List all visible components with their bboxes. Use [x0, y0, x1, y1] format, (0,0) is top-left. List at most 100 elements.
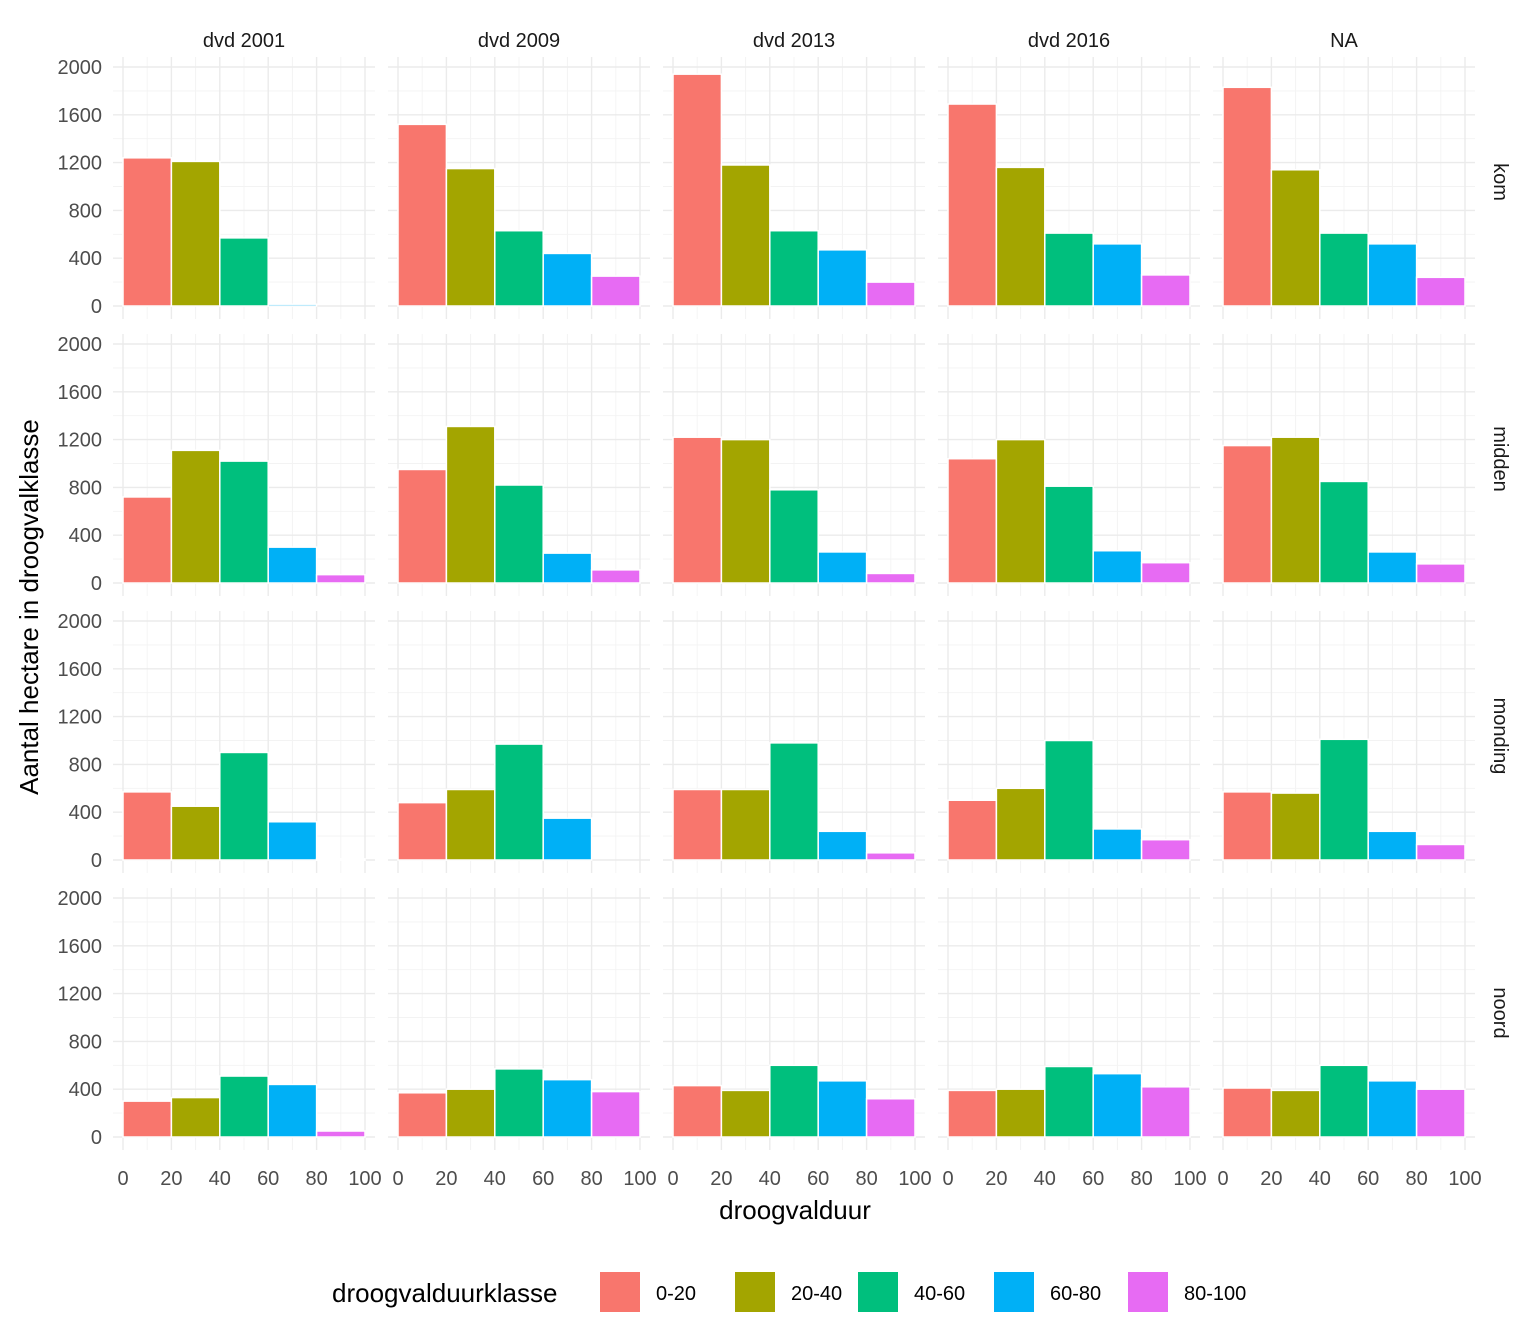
bar-midden-dvd-2013-60-80	[817, 551, 868, 584]
bar-noord-dvd-2009-20-40	[445, 1088, 496, 1138]
x-tick-label: 40	[759, 1168, 781, 1190]
bar-monding-dvd-2009-40-60	[494, 743, 544, 861]
y-tick-label: 1600	[58, 105, 103, 127]
legend-swatch	[858, 1272, 898, 1312]
bar-kom-dvd-2009-0-20	[397, 123, 448, 307]
bar-noord-dvd-2013-80-100	[865, 1098, 916, 1138]
bar-midden-na-80-100	[1415, 563, 1466, 584]
bar-monding-na-0-20	[1222, 791, 1273, 861]
x-tick-label: 20	[435, 1168, 457, 1190]
bar-midden-na-60-80	[1367, 551, 1418, 584]
bar-noord-dvd-2016-80-100	[1140, 1086, 1191, 1138]
y-tick-label: 800	[69, 477, 102, 499]
bar-midden-dvd-2001-40-60	[219, 460, 269, 584]
legend: droogvalduurklasse 0-20 20-40 40-60 60-80 80…	[332, 1272, 1246, 1312]
bar-monding-dvd-2013-20-40	[720, 788, 771, 861]
panel-monding-dvd-2016	[938, 611, 1200, 873]
panel-monding-dvd-2009	[388, 611, 650, 873]
bar-noord-dvd-2013-20-40	[720, 1089, 771, 1138]
x-tick-label: 20	[985, 1168, 1007, 1190]
column-strip-dvd-2016: dvd 2016	[1028, 30, 1110, 52]
legend-swatch	[735, 1272, 775, 1312]
legend-swatch	[600, 1272, 640, 1312]
bar-monding-na-60-80	[1367, 830, 1418, 861]
bar-noord-dvd-2016-0-20	[947, 1089, 998, 1138]
bar-noord-na-60-80	[1367, 1080, 1418, 1138]
y-tick-label: 1200	[58, 430, 103, 452]
bar-monding-dvd-2016-20-40	[995, 787, 1046, 861]
bar-monding-dvd-2016-0-20	[947, 799, 998, 861]
y-tick-label: 400	[69, 525, 102, 547]
y-tick-label: 1600	[58, 382, 103, 404]
legend-label: 40-60	[914, 1283, 965, 1305]
bar-kom-dvd-2013-40-60	[769, 229, 819, 307]
x-tick-label: 100	[1448, 1168, 1481, 1190]
bar-monding-dvd-2001-80-100	[315, 858, 366, 862]
y-tick-label: 400	[69, 802, 102, 824]
y-tick-label: 400	[69, 1079, 102, 1101]
y-tick-label: 2000	[58, 611, 103, 633]
bar-kom-dvd-2009-20-40	[445, 167, 496, 307]
facet-panels: 0 400 800 1200 1600 2000 0 400 800 1200 1600 2000 0 4…	[58, 57, 1475, 1150]
column-strip-dvd-2013: dvd 2013	[753, 30, 835, 52]
panel-kom-dvd-2009	[388, 57, 650, 319]
bar-midden-dvd-2016-0-20	[947, 457, 998, 584]
row-strip-noord: noord	[1489, 987, 1511, 1038]
bar-kom-dvd-2001-40-60	[219, 237, 269, 307]
bar-kom-dvd-2016-60-80	[1092, 243, 1143, 307]
legend-item-40-60: 40-60	[858, 1272, 965, 1312]
bar-monding-dvd-2001-20-40	[170, 805, 221, 861]
legend-label: 0-20	[656, 1283, 696, 1305]
legend-label: 60-80	[1050, 1283, 1101, 1305]
bar-monding-dvd-2001-60-80	[267, 821, 318, 861]
legend-item-60-80: 60-80	[994, 1272, 1101, 1312]
bar-monding-dvd-2013-60-80	[817, 830, 868, 861]
y-tick-label: 1200	[58, 984, 103, 1006]
x-tick-label: 80	[1405, 1168, 1427, 1190]
bar-noord-dvd-2009-40-60	[494, 1068, 544, 1138]
y-tick-label: 0	[91, 1127, 102, 1149]
x-tick-label: 0	[942, 1168, 953, 1190]
bar-midden-dvd-2013-80-100	[865, 572, 916, 584]
bar-monding-dvd-2013-40-60	[769, 742, 819, 861]
x-tick-label: 80	[580, 1168, 602, 1190]
bar-midden-dvd-2016-60-80	[1092, 549, 1143, 584]
bar-midden-na-0-20	[1222, 444, 1273, 584]
bar-noord-na-40-60	[1319, 1064, 1369, 1138]
panel-monding-dvd-2001: 0 400 800 1200 1600 2000	[58, 611, 375, 873]
panel-midden-na	[1213, 334, 1475, 596]
bar-noord-dvd-2009-60-80	[542, 1078, 593, 1138]
bar-midden-dvd-2016-80-100	[1140, 561, 1191, 584]
row-strip-kom: kom	[1489, 163, 1511, 201]
panel-noord-dvd-2009	[388, 888, 650, 1150]
x-tick-label: 80	[855, 1168, 877, 1190]
x-tick-label: 0	[392, 1168, 403, 1190]
y-tick-label: 1200	[58, 153, 103, 175]
bar-noord-dvd-2001-60-80	[267, 1083, 318, 1138]
y-tick-label: 1600	[58, 659, 103, 681]
bar-noord-dvd-2016-60-80	[1092, 1072, 1143, 1138]
bar-monding-dvd-2009-20-40	[445, 788, 496, 861]
bar-noord-dvd-2001-0-20	[122, 1100, 173, 1138]
panel-noord-na	[1213, 888, 1475, 1150]
panel-kom-dvd-2001: 0 400 800 1200 1600 2000	[58, 57, 375, 319]
bar-kom-dvd-2016-0-20	[947, 103, 998, 307]
bar-noord-dvd-2009-80-100	[590, 1090, 641, 1138]
x-tick-label: 100	[348, 1168, 381, 1190]
bar-kom-dvd-2016-20-40	[995, 166, 1046, 307]
bar-monding-dvd-2013-0-20	[672, 788, 723, 861]
y-tick-label: 0	[91, 573, 102, 595]
legend-items: 0-20 20-40 40-60 60-80 80-100	[600, 1272, 1246, 1312]
bar-midden-dvd-2013-40-60	[769, 489, 819, 584]
legend-label: 20-40	[791, 1283, 842, 1305]
bar-noord-dvd-2016-20-40	[995, 1088, 1046, 1138]
bar-kom-na-60-80	[1367, 243, 1418, 307]
bar-monding-dvd-2016-60-80	[1092, 828, 1143, 861]
panel-midden-dvd-2001: 0 400 800 1200 1600 2000	[58, 334, 375, 596]
facet-strip-labels: kom midden monding noord dvd 2001 dvd 2009 dvd…	[203, 30, 1511, 1039]
x-tick-label: 80	[1130, 1168, 1152, 1190]
bar-kom-dvd-2016-80-100	[1140, 274, 1191, 307]
x-tick-label: 60	[532, 1168, 554, 1190]
legend-title: droogvalduurklasse	[332, 1278, 557, 1308]
